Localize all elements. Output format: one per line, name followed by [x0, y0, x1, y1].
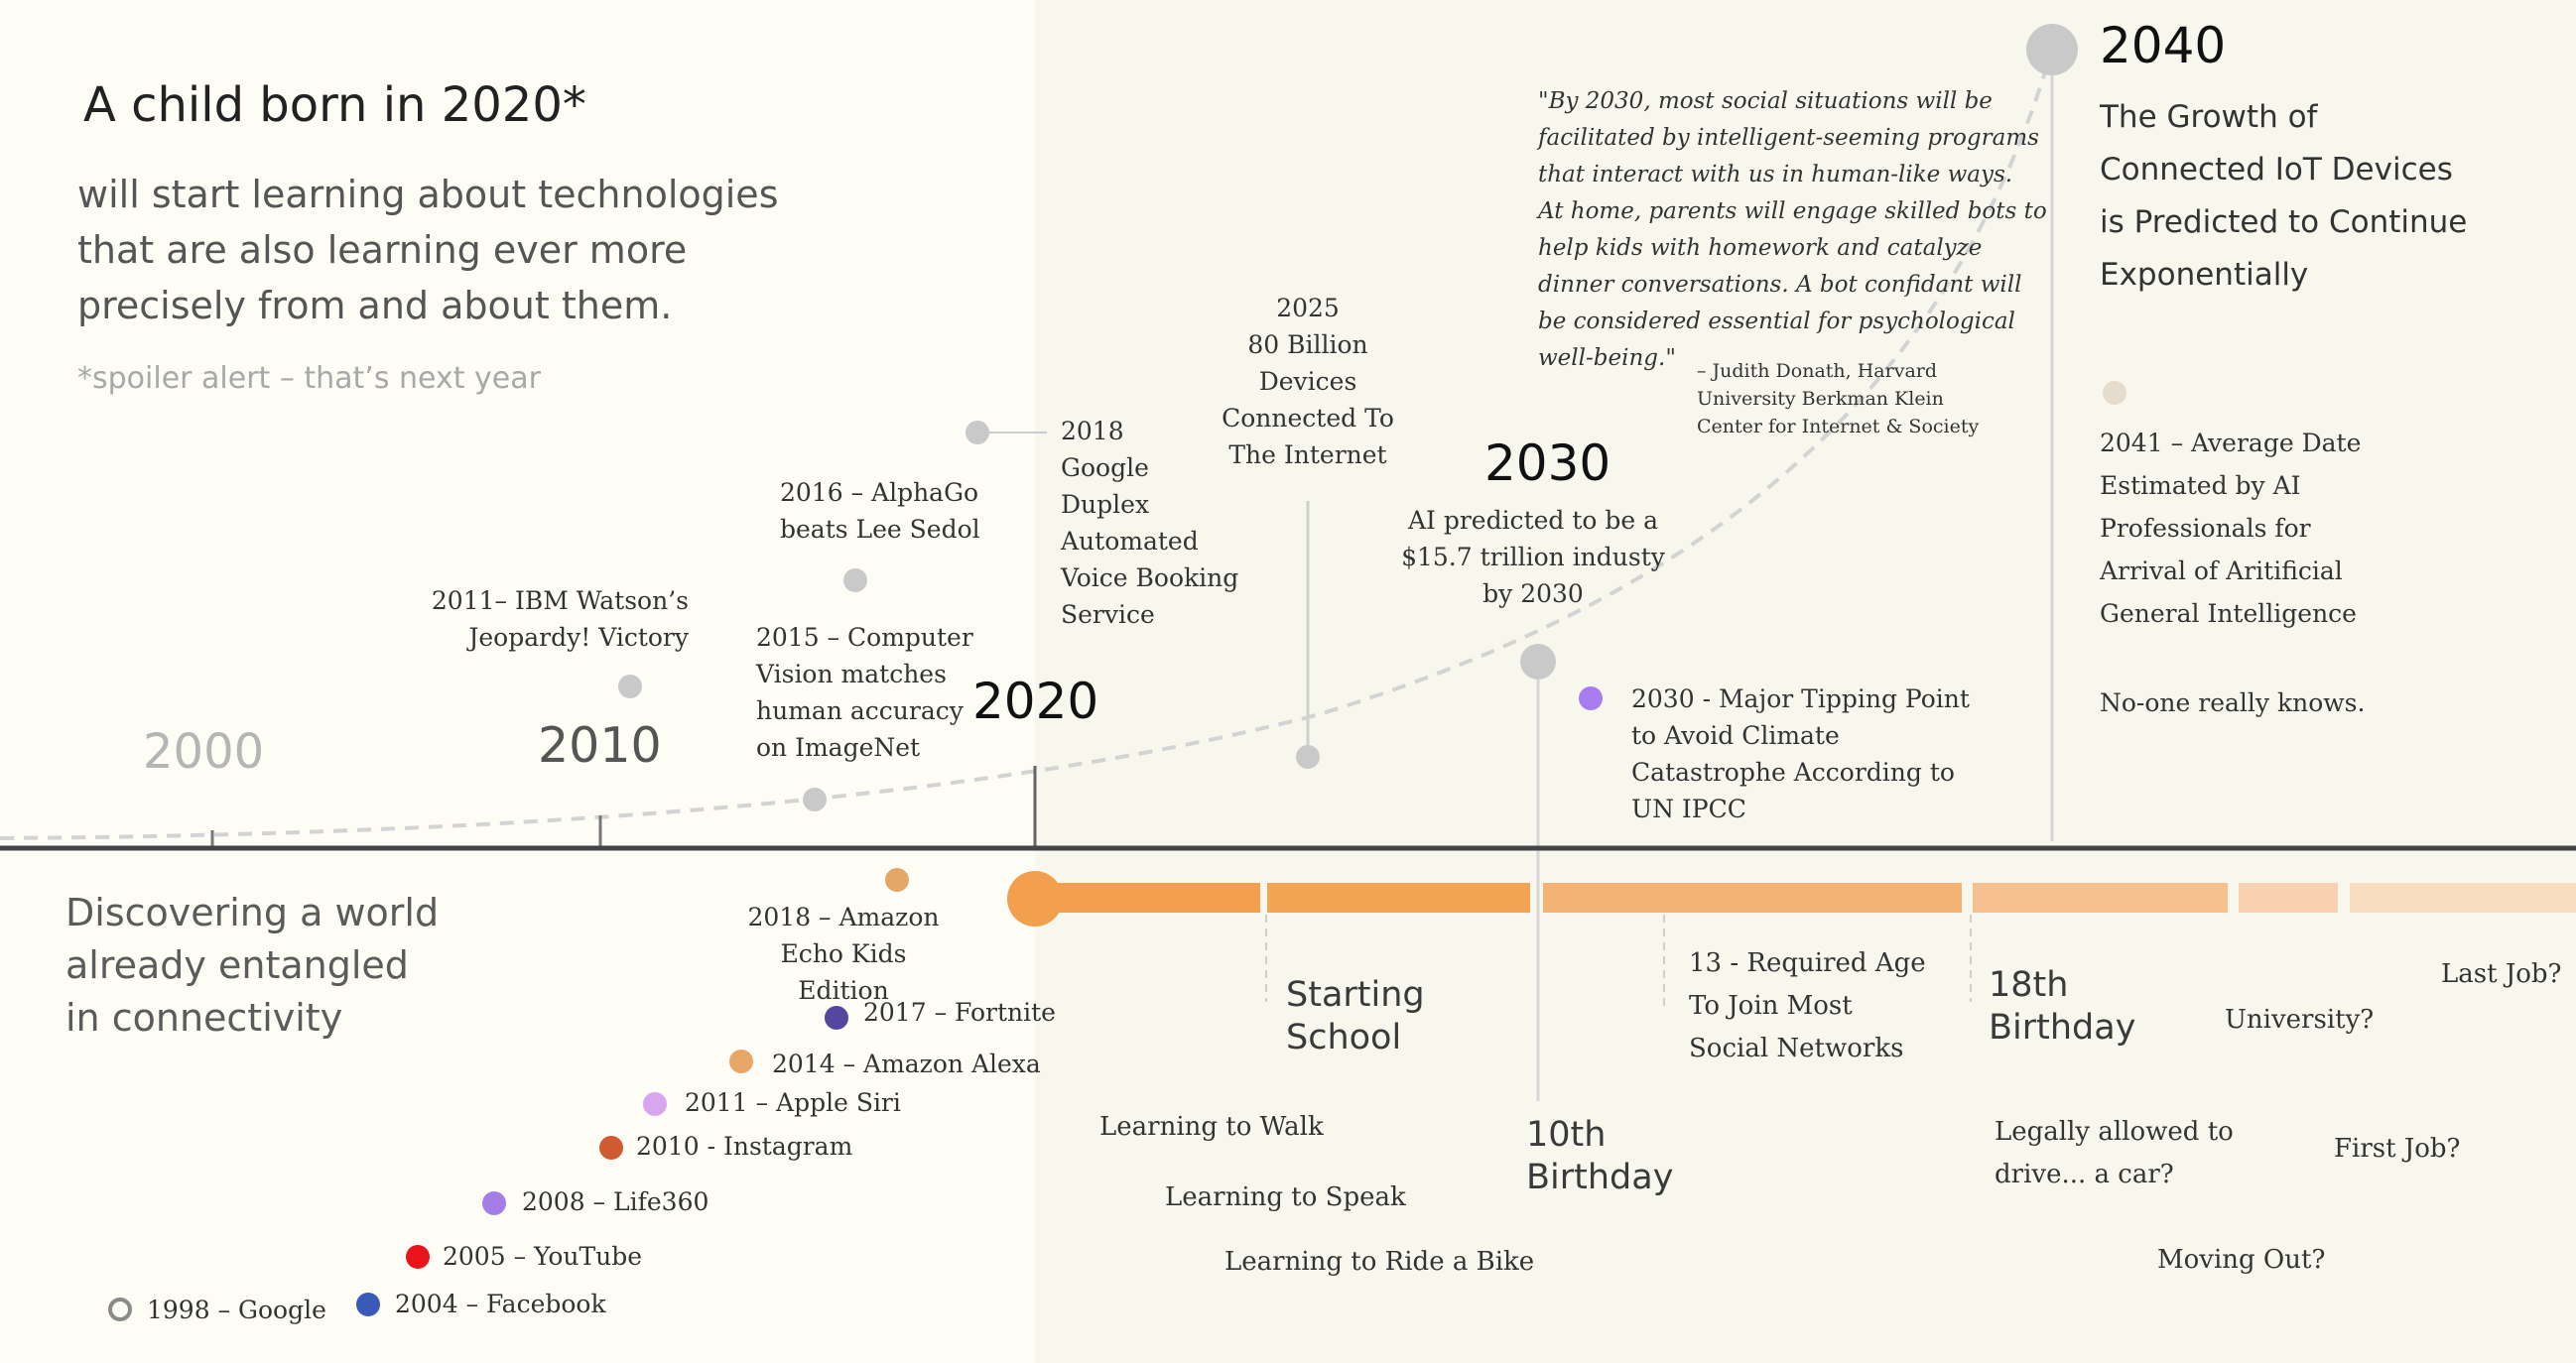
event-devices: 2025 80 Billion Devices Connected To The…	[1222, 294, 1394, 469]
milestone-moving-out: Moving Out?	[2157, 1245, 2326, 1275]
spoiler-footnote: *spoiler alert – that’s next year	[77, 361, 541, 396]
dot-youtube	[406, 1245, 430, 1269]
milestone-first-job: First Job?	[2334, 1134, 2461, 1164]
product-instagram: 2010 - Instagram	[636, 1132, 853, 1161]
dot-watson	[618, 675, 642, 698]
dot-alphago	[843, 568, 867, 592]
product-facebook: 2004 – Facebook	[395, 1290, 606, 1318]
bar-26-30	[2239, 883, 2338, 913]
product-google: 1998 – Google	[147, 1296, 326, 1324]
year-2000: 2000	[143, 724, 265, 780]
milestone-social-networks: 13 - Required Age To Join Most Social Ne…	[1689, 948, 1926, 1063]
event-agi: 2041 – Average Date Estimated by AI Prof…	[2100, 429, 2362, 628]
iot-growth-title: The Growth of Connected IoT Devices is P…	[2100, 99, 2468, 293]
year-2040: 2040	[2100, 17, 2227, 74]
bar-18-26	[1973, 883, 2228, 913]
product-fortnite: 2017 – Fortnite	[863, 998, 1056, 1027]
dot-vision	[803, 788, 827, 811]
bar-5-10	[1267, 883, 1530, 913]
event-vision: 2015 – Computer Vision matches human acc…	[756, 623, 973, 762]
dot-instagram	[599, 1136, 623, 1160]
event-duplex: 2018 Google Duplex Automated Voice Booki…	[1061, 417, 1239, 629]
dot-fortnite	[825, 1006, 848, 1030]
milestone-bike: Learning to Ride a Bike	[1224, 1247, 1535, 1277]
bar-0-5	[1035, 883, 1260, 913]
growth-curve	[0, 49, 2054, 840]
discovering-caption: Discovering a world already entangled in…	[65, 891, 440, 1040]
bar-10-18	[1543, 883, 1962, 913]
dot-2025	[1296, 745, 1320, 769]
bar-30-plus	[2350, 883, 2576, 913]
quote-attribution: – Judith Donath, Harvard University Berk…	[1697, 360, 1980, 437]
milestone-tenth-birthday: 10th Birthday	[1526, 1115, 1674, 1197]
event-ai-industry: AI predicted to be a $15.7 trillion indu…	[1401, 506, 1665, 608]
product-alexa: 2014 – Amazon Alexa	[772, 1050, 1041, 1078]
milestone-starting-school: Starting School	[1286, 975, 1425, 1057]
year-2020: 2020	[972, 673, 1099, 730]
milestone-drive: Legally allowed to drive... a car?	[1995, 1117, 2234, 1189]
event-watson: 2011– IBM Watson’s Jeopardy! Victory	[431, 586, 689, 652]
milestone-last-job: Last Job?	[2441, 959, 2562, 989]
milestone-speak: Learning to Speak	[1165, 1182, 1406, 1212]
dot-echo-kids	[885, 868, 909, 892]
milestone-university: University?	[2225, 1005, 2375, 1035]
event-climate: 2030 - Major Tipping Point to Avoid Clim…	[1631, 684, 1970, 823]
dot-agi	[2103, 381, 2126, 405]
year-2030: 2030	[1484, 434, 1611, 492]
quote-text: "By 2030, most social situations will be…	[1538, 88, 2047, 371]
right-panel-background	[1035, 0, 2576, 1363]
dot-duplex	[966, 421, 989, 444]
product-youtube: 2005 – YouTube	[443, 1242, 643, 1271]
dot-climate	[1579, 686, 1603, 710]
dot-alexa	[729, 1050, 753, 1073]
year-2010: 2010	[538, 717, 662, 774]
page-title: A child born in 2020*	[83, 77, 586, 133]
dot-siri	[643, 1092, 667, 1116]
page-subtitle: will start learning about technologies t…	[77, 173, 779, 327]
dot-facebook	[356, 1293, 380, 1316]
product-siri: 2011 – Apple Siri	[685, 1088, 901, 1117]
event-no-one-knows: No-one really knows.	[2100, 688, 2366, 717]
dot-2030	[1520, 644, 1556, 680]
milestone-walk: Learning to Walk	[1099, 1112, 1324, 1142]
product-echo-kids: 2018 – Amazon Echo Kids Edition	[747, 903, 940, 1005]
event-alphago: 2016 – AlphaGo beats Lee Sedol	[780, 478, 980, 544]
milestone-eighteenth-birthday: 18th Birthday	[1989, 965, 2136, 1048]
dot-life360	[482, 1191, 506, 1215]
dot-google	[108, 1298, 132, 1321]
dot-2040	[2026, 24, 2078, 75]
product-life360: 2008 – Life360	[522, 1187, 709, 1216]
